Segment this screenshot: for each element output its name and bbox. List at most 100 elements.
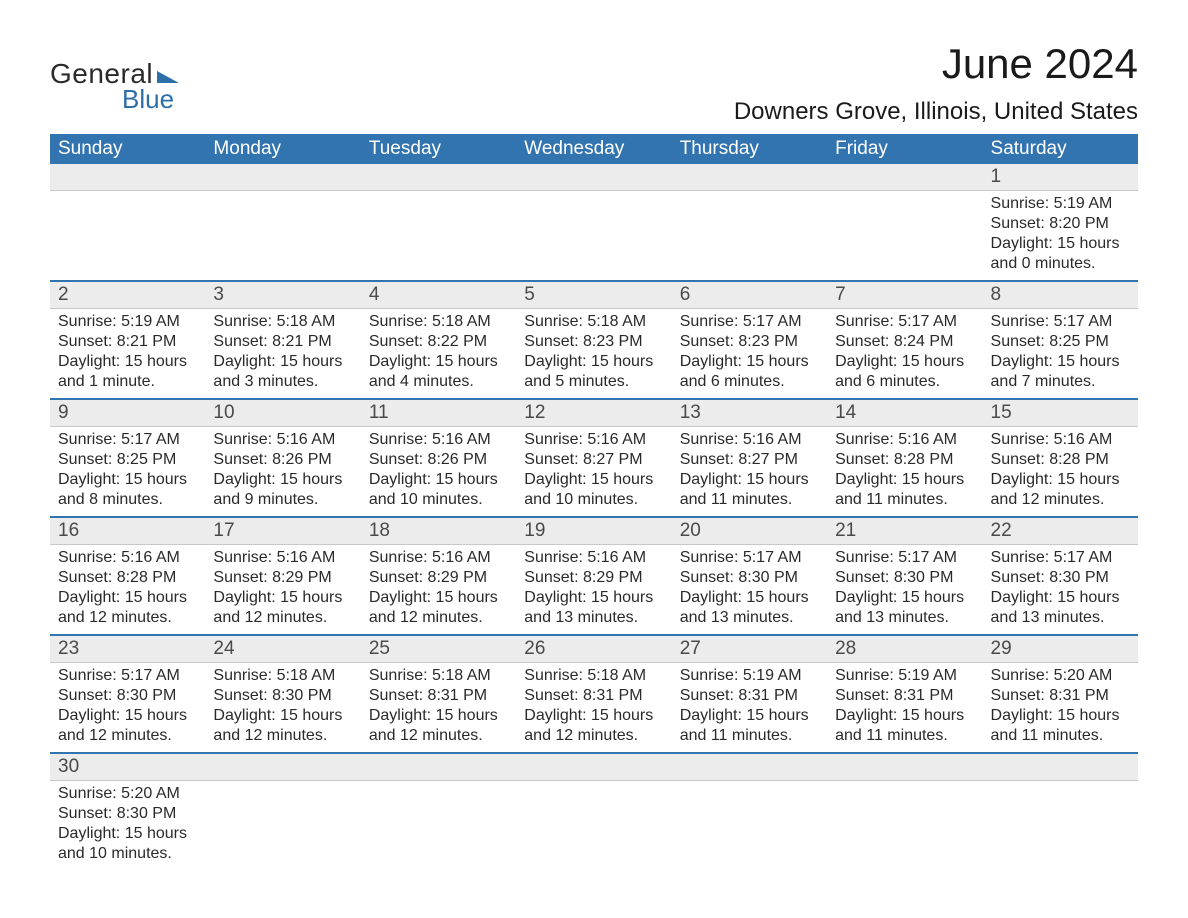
day-number-cell: 14 (827, 399, 982, 427)
sunrise-line: Sunrise: 5:19 AM (835, 666, 974, 686)
sunset-line: Sunset: 8:25 PM (991, 332, 1130, 352)
sunset-line: Sunset: 8:26 PM (369, 450, 508, 470)
sunset-line: Sunset: 8:23 PM (680, 332, 819, 352)
day-number-cell: 6 (672, 281, 827, 309)
daylight-line: Daylight: 15 hours and 11 minutes. (991, 706, 1130, 746)
daylight-line: Daylight: 15 hours and 0 minutes. (991, 234, 1130, 274)
day-content-cell: Sunrise: 5:16 AMSunset: 8:28 PMDaylight:… (50, 545, 205, 636)
sunset-line: Sunset: 8:30 PM (835, 568, 974, 588)
day-number-cell (205, 753, 360, 781)
sunset-line: Sunset: 8:30 PM (58, 804, 197, 824)
day-content-cell (361, 191, 516, 282)
location-text: Downers Grove, Illinois, United States (734, 98, 1138, 126)
daylight-line: Daylight: 15 hours and 5 minutes. (524, 352, 663, 392)
day-number-cell: 30 (50, 753, 205, 781)
day-number-cell (516, 164, 671, 191)
day-number-cell: 13 (672, 399, 827, 427)
daylight-line: Daylight: 15 hours and 8 minutes. (58, 470, 197, 510)
sunset-line: Sunset: 8:26 PM (213, 450, 352, 470)
logo: General Blue (50, 58, 179, 115)
day-content-cell: Sunrise: 5:18 AMSunset: 8:21 PMDaylight:… (205, 309, 360, 400)
day-content-row: Sunrise: 5:19 AMSunset: 8:21 PMDaylight:… (50, 309, 1138, 400)
sunset-line: Sunset: 8:31 PM (369, 686, 508, 706)
weekday-header: Monday (205, 134, 360, 164)
daylight-line: Daylight: 15 hours and 13 minutes. (991, 588, 1130, 628)
day-content-cell: Sunrise: 5:16 AMSunset: 8:29 PMDaylight:… (361, 545, 516, 636)
day-number-cell: 22 (983, 517, 1138, 545)
day-number-cell: 19 (516, 517, 671, 545)
day-content-row: Sunrise: 5:17 AMSunset: 8:25 PMDaylight:… (50, 427, 1138, 518)
day-content-cell: Sunrise: 5:17 AMSunset: 8:30 PMDaylight:… (983, 545, 1138, 636)
daylight-line: Daylight: 15 hours and 12 minutes. (213, 588, 352, 628)
day-content-cell: Sunrise: 5:16 AMSunset: 8:26 PMDaylight:… (361, 427, 516, 518)
day-content-cell: Sunrise: 5:18 AMSunset: 8:31 PMDaylight:… (361, 663, 516, 754)
weekday-header: Tuesday (361, 134, 516, 164)
daylight-line: Daylight: 15 hours and 11 minutes. (835, 470, 974, 510)
day-number-cell (50, 164, 205, 191)
day-number-cell: 5 (516, 281, 671, 309)
day-content-cell: Sunrise: 5:16 AMSunset: 8:29 PMDaylight:… (205, 545, 360, 636)
daylight-line: Daylight: 15 hours and 11 minutes. (680, 706, 819, 746)
day-content-cell: Sunrise: 5:17 AMSunset: 8:30 PMDaylight:… (827, 545, 982, 636)
sunrise-line: Sunrise: 5:17 AM (991, 312, 1130, 332)
logo-text-bottom: Blue (122, 84, 174, 115)
calendar-table: SundayMondayTuesdayWednesdayThursdayFrid… (50, 134, 1138, 870)
sunrise-line: Sunrise: 5:18 AM (369, 666, 508, 686)
day-content-cell: Sunrise: 5:17 AMSunset: 8:30 PMDaylight:… (672, 545, 827, 636)
sunset-line: Sunset: 8:31 PM (680, 686, 819, 706)
day-content-cell: Sunrise: 5:18 AMSunset: 8:22 PMDaylight:… (361, 309, 516, 400)
sunset-line: Sunset: 8:27 PM (524, 450, 663, 470)
day-number-cell: 24 (205, 635, 360, 663)
sunset-line: Sunset: 8:30 PM (58, 686, 197, 706)
day-content-cell: Sunrise: 5:18 AMSunset: 8:31 PMDaylight:… (516, 663, 671, 754)
daylight-line: Daylight: 15 hours and 12 minutes. (524, 706, 663, 746)
weekday-header: Friday (827, 134, 982, 164)
daylight-line: Daylight: 15 hours and 12 minutes. (369, 706, 508, 746)
day-content-cell: Sunrise: 5:18 AMSunset: 8:23 PMDaylight:… (516, 309, 671, 400)
day-content-cell: Sunrise: 5:17 AMSunset: 8:30 PMDaylight:… (50, 663, 205, 754)
day-number-cell: 29 (983, 635, 1138, 663)
sunrise-line: Sunrise: 5:16 AM (213, 548, 352, 568)
day-number-row: 16171819202122 (50, 517, 1138, 545)
sunrise-line: Sunrise: 5:16 AM (58, 548, 197, 568)
daylight-line: Daylight: 15 hours and 3 minutes. (213, 352, 352, 392)
flag-icon (157, 67, 179, 83)
sunset-line: Sunset: 8:23 PM (524, 332, 663, 352)
sunset-line: Sunset: 8:21 PM (213, 332, 352, 352)
daylight-line: Daylight: 15 hours and 12 minutes. (369, 588, 508, 628)
title-area: June 2024 Downers Grove, Illinois, Unite… (734, 40, 1138, 126)
day-content-cell (50, 191, 205, 282)
day-content-cell: Sunrise: 5:16 AMSunset: 8:29 PMDaylight:… (516, 545, 671, 636)
day-content-cell: Sunrise: 5:19 AMSunset: 8:31 PMDaylight:… (672, 663, 827, 754)
day-content-cell: Sunrise: 5:16 AMSunset: 8:26 PMDaylight:… (205, 427, 360, 518)
day-content-cell (672, 191, 827, 282)
weekday-header-row: SundayMondayTuesdayWednesdayThursdayFrid… (50, 134, 1138, 164)
sunrise-line: Sunrise: 5:20 AM (991, 666, 1130, 686)
day-number-cell: 26 (516, 635, 671, 663)
weekday-header: Saturday (983, 134, 1138, 164)
day-number-cell: 1 (983, 164, 1138, 191)
sunset-line: Sunset: 8:31 PM (524, 686, 663, 706)
day-number-cell: 17 (205, 517, 360, 545)
day-number-cell (827, 753, 982, 781)
day-content-row: Sunrise: 5:17 AMSunset: 8:30 PMDaylight:… (50, 663, 1138, 754)
day-content-cell (983, 781, 1138, 871)
day-number-cell: 2 (50, 281, 205, 309)
sunset-line: Sunset: 8:22 PM (369, 332, 508, 352)
sunrise-line: Sunrise: 5:18 AM (213, 312, 352, 332)
sunset-line: Sunset: 8:30 PM (991, 568, 1130, 588)
day-number-cell: 12 (516, 399, 671, 427)
sunrise-line: Sunrise: 5:17 AM (58, 430, 197, 450)
day-content-cell: Sunrise: 5:16 AMSunset: 8:27 PMDaylight:… (672, 427, 827, 518)
daylight-line: Daylight: 15 hours and 12 minutes. (991, 470, 1130, 510)
day-content-cell: Sunrise: 5:20 AMSunset: 8:30 PMDaylight:… (50, 781, 205, 871)
day-number-cell (827, 164, 982, 191)
day-number-cell (516, 753, 671, 781)
daylight-line: Daylight: 15 hours and 13 minutes. (680, 588, 819, 628)
day-content-row: Sunrise: 5:16 AMSunset: 8:28 PMDaylight:… (50, 545, 1138, 636)
daylight-line: Daylight: 15 hours and 11 minutes. (835, 706, 974, 746)
header: General Blue June 2024 Downers Grove, Il… (50, 40, 1138, 126)
day-number-row: 2345678 (50, 281, 1138, 309)
weekday-header: Thursday (672, 134, 827, 164)
daylight-line: Daylight: 15 hours and 10 minutes. (524, 470, 663, 510)
